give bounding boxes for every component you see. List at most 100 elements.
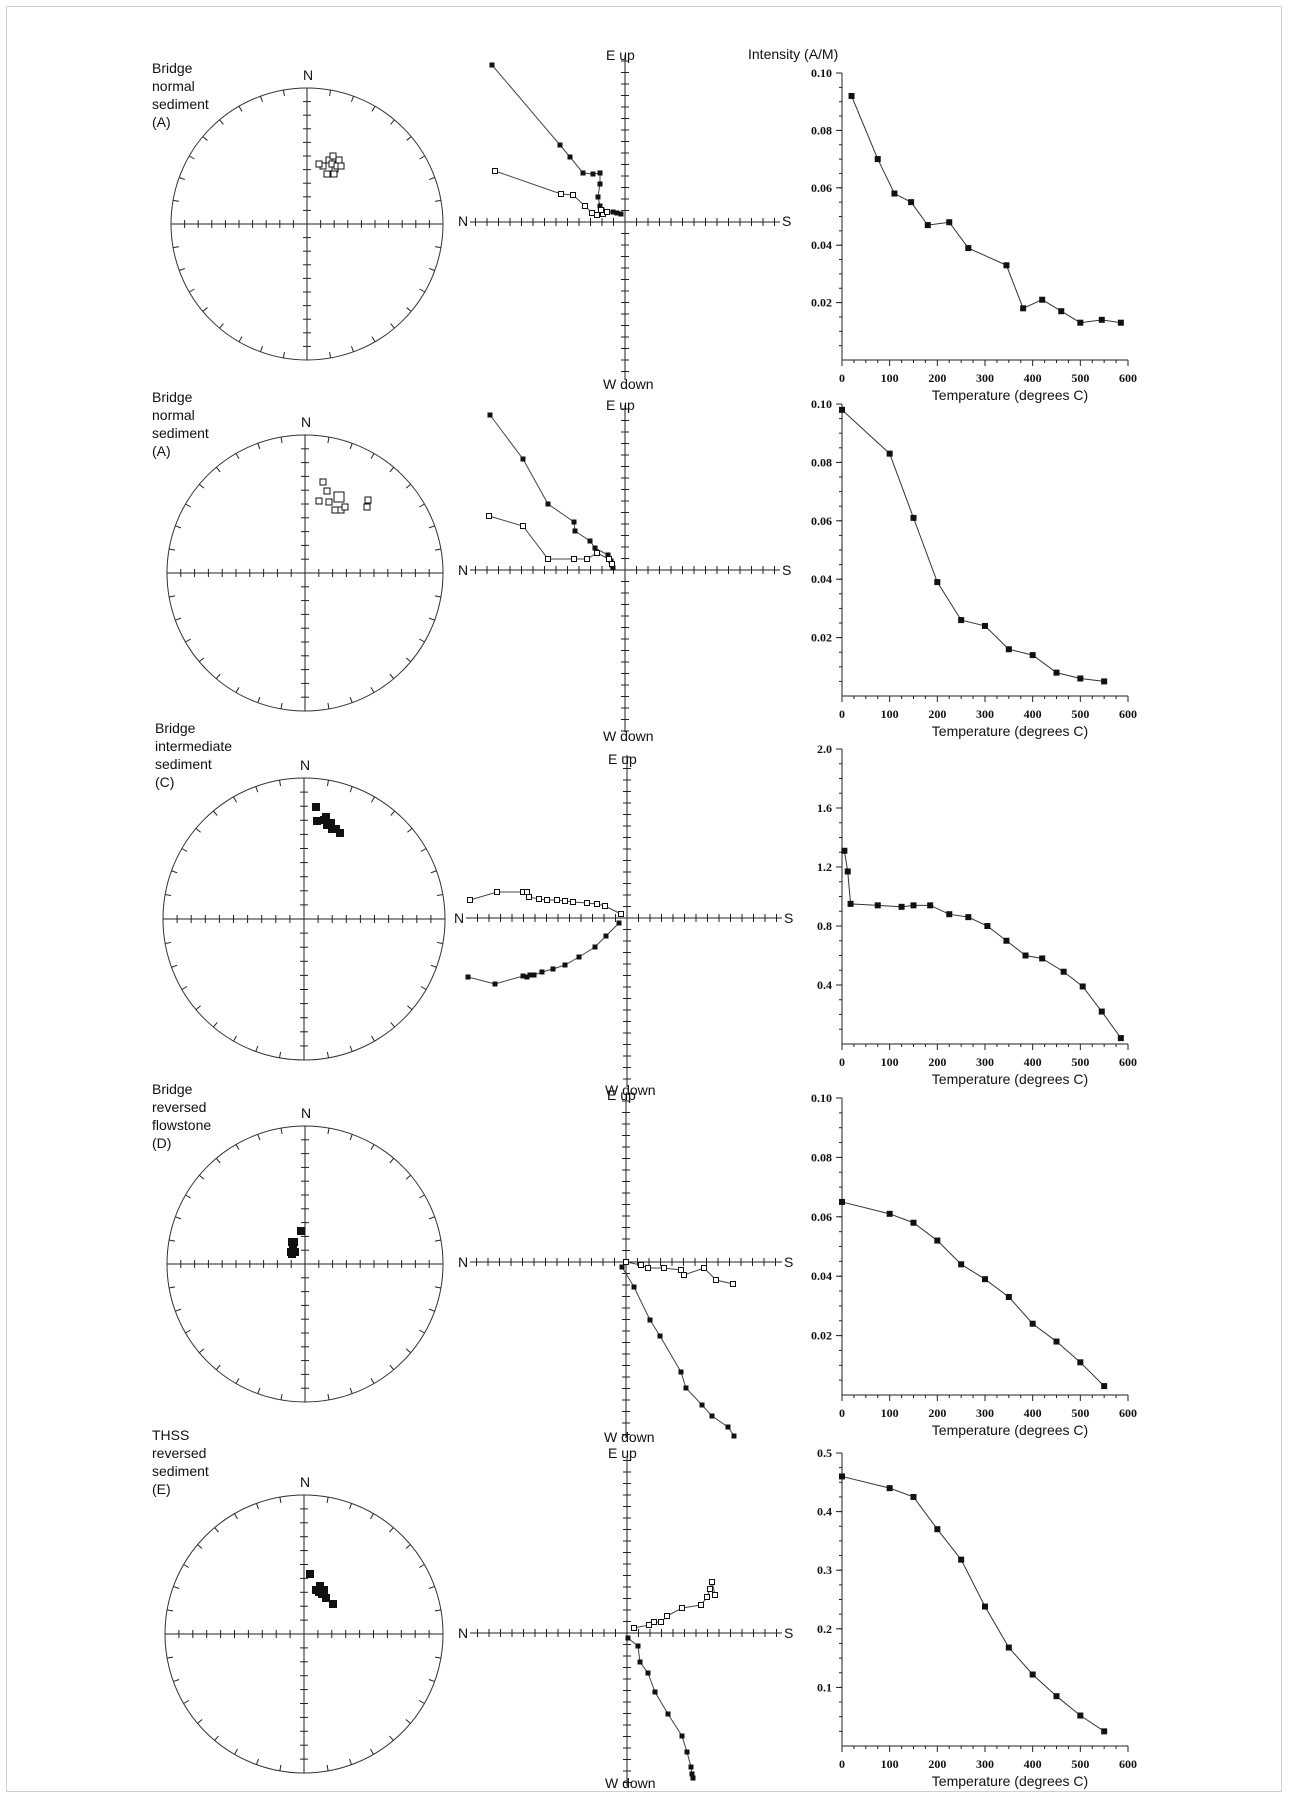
zijderveld-open-point	[664, 1613, 670, 1619]
zijderveld-filled-point	[616, 920, 622, 926]
stereonet-perimeter-tick	[327, 437, 330, 444]
stereonet-perimeter-tick	[172, 199, 180, 202]
intensity-axis-title: Intensity (A/M)	[748, 46, 838, 62]
intensity-point	[1003, 262, 1010, 269]
stereonet-perimeter-tick	[371, 796, 375, 803]
zijderveld-left-label: N	[458, 213, 468, 229]
intensity-point	[910, 902, 917, 909]
zijderveld-filled-point	[545, 501, 551, 507]
intensity-point	[1098, 316, 1105, 323]
x-tick-label: 400	[1024, 1757, 1042, 1771]
zijderveld-open-point	[604, 209, 610, 215]
zijderveld-plot-2: E up W down N S	[458, 397, 791, 744]
stereonet-perimeter-tick	[405, 483, 412, 489]
zijderveld-open-point	[681, 1272, 687, 1278]
zijderveld-open-point	[545, 556, 551, 562]
stereonet-1: N	[170, 67, 444, 361]
intensity-point	[982, 1276, 988, 1283]
zijderveld-open-point	[730, 1281, 736, 1287]
zijderveld-filled-point	[562, 962, 568, 968]
stereonet-perimeter-tick	[326, 780, 329, 787]
stereonet-perimeter-tick	[167, 1656, 174, 1659]
zijderveld-filled-point	[618, 211, 624, 217]
zijderveld-filled-point	[520, 456, 526, 462]
zijderveld-open-point	[486, 513, 492, 519]
site-label: Bridge	[152, 60, 193, 76]
stereonet-perimeter-tick	[390, 1022, 396, 1028]
zijderveld-right-label: S	[784, 1254, 793, 1270]
y-tick-label: 0.5	[817, 1446, 832, 1460]
stereonet-perimeter-tick	[419, 503, 425, 508]
zijderveld-bottom-label: W down	[603, 728, 654, 744]
intensity-point	[891, 190, 898, 197]
stereonet-perimeter-tick	[428, 1308, 435, 1312]
stereonet-open-point	[325, 498, 333, 506]
stereonet-perimeter-tick	[175, 525, 182, 529]
intensity-point	[958, 1556, 965, 1563]
stereonet-perimeter-tick	[169, 1286, 176, 1289]
zijderveld-filled-point	[489, 62, 495, 68]
stereonet-perimeter-tick	[171, 964, 178, 968]
intensity-point	[839, 1198, 845, 1205]
zijderveld-filled-point	[635, 1643, 641, 1649]
stereonet-perimeter-tick	[349, 1503, 353, 1510]
stereonet-perimeter-tick	[185, 503, 191, 508]
stereonet-perimeter-tick	[389, 466, 395, 473]
zijderveld-filled-point	[645, 1670, 651, 1676]
zijderveld-filled-point	[492, 981, 498, 987]
intensity-point	[946, 911, 953, 918]
intensity-point	[910, 1493, 917, 1500]
intensity-point	[1077, 1712, 1084, 1719]
zijderveld-filled-point	[595, 194, 601, 200]
stereonet-perimeter-tick	[406, 136, 412, 141]
polarity-label: normal	[152, 78, 195, 94]
zijderveld-filled-point	[531, 972, 537, 978]
zijderveld-left-label: N	[458, 1254, 468, 1270]
intensity-point	[1053, 1338, 1060, 1345]
zijderveld-top-label: E up	[606, 397, 635, 413]
zijderveld-filled-point	[631, 1284, 637, 1290]
stereonet-perimeter-tick	[238, 336, 243, 343]
zijderveld-filled-point	[567, 154, 573, 160]
zijderveld-bottom-label: W down	[603, 376, 654, 392]
zijderveld-filled-point	[605, 552, 611, 558]
material-label: sediment	[152, 96, 209, 112]
x-tick-label: 300	[976, 707, 994, 721]
stereonet-filled-point	[312, 803, 320, 811]
x-tick-label: 100	[881, 1757, 899, 1771]
zijderveld-filled-point	[597, 181, 603, 187]
stereonet-perimeter-tick	[255, 1045, 259, 1052]
stereonet-perimeter-tick	[179, 177, 186, 181]
stereonet-perimeter-tick	[350, 345, 354, 352]
y-tick-label: 0.08	[811, 1150, 832, 1164]
stereonet-open-point	[329, 152, 337, 160]
zijderveld-top-label: E up	[607, 1087, 636, 1103]
y-tick-label: 0.8	[817, 919, 832, 933]
intensity-point	[1101, 1383, 1108, 1390]
stereonet-perimeter-tick	[257, 696, 261, 703]
stereonet-perimeter-tick	[436, 941, 443, 944]
stereonet-perimeter-tick	[419, 638, 425, 643]
zijderveld-filled-point	[524, 974, 530, 980]
x-tick-label: 100	[881, 707, 899, 721]
zijderveld-filled-point	[690, 1775, 696, 1781]
zijderveld-filled-point	[597, 170, 603, 176]
zijderveld-open-point	[544, 897, 550, 903]
stereonet-perimeter-tick	[434, 1609, 441, 1612]
zijderveld-top-label: E up	[606, 47, 635, 63]
y-tick-label: 0.04	[811, 1269, 832, 1283]
stereonet-perimeter-tick	[428, 177, 435, 181]
stereonet-open-point	[315, 497, 323, 505]
zijderveld-open-point	[520, 523, 526, 529]
stereonet-perimeter-tick	[420, 848, 427, 852]
intensity-point	[1098, 1008, 1105, 1015]
stereonet-perimeter-tick	[172, 246, 180, 249]
zijderveld-filled-point	[610, 565, 616, 571]
x-axis-title: Temperature (degrees C)	[932, 1422, 1088, 1438]
intensity-point	[1020, 305, 1027, 312]
stereonet-perimeter-tick	[434, 246, 442, 249]
x-tick-label: 500	[1071, 1055, 1089, 1069]
zijderveld-plot-3: E up W down N S	[454, 751, 793, 1098]
stereonet-perimeter-tick	[418, 1700, 425, 1704]
